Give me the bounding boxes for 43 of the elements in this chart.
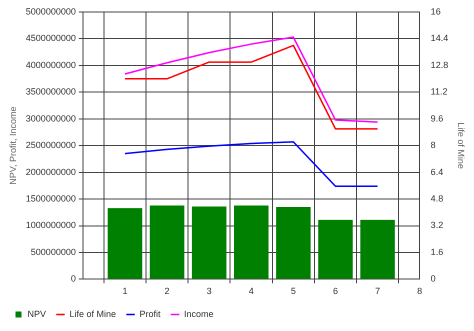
bar xyxy=(318,220,353,279)
y2-tick-label: 12.8 xyxy=(430,60,448,70)
x-tick-label: 3 xyxy=(206,286,212,296)
x-tick-label: 5 xyxy=(290,286,296,296)
y-tick-label: 3000000000 xyxy=(26,113,76,124)
y2-tick-label: 14.4 xyxy=(430,33,448,44)
y-tick-label: 2500000000 xyxy=(26,140,76,150)
y-axis-title: NPV, Profit, Income xyxy=(8,106,18,185)
y2-axis-title: Life of Mine xyxy=(456,122,466,169)
y2-tick-label: 9.6 xyxy=(430,113,444,124)
y2-tick-label: 11.2 xyxy=(430,86,448,97)
bar xyxy=(360,220,395,279)
x-tick-label: 4 xyxy=(248,286,254,296)
y-tick-label: 3500000000 xyxy=(26,86,76,97)
y2-tick-label: 0 xyxy=(430,274,436,284)
y2-tick-label: 6.4 xyxy=(430,166,444,177)
bar xyxy=(108,208,142,279)
bar xyxy=(276,207,311,279)
bar xyxy=(150,205,184,279)
y2-tick-label: 16 xyxy=(430,6,441,16)
legend-label: Income xyxy=(184,308,214,319)
y-tick-label: 4000000000 xyxy=(26,60,76,70)
y-tick-label: 1500000000 xyxy=(26,194,76,204)
y-tick-label: 5000000000 xyxy=(26,6,76,16)
y2-tick-label: 4.8 xyxy=(430,194,444,204)
y2-tick-label: 1.6 xyxy=(430,246,444,257)
y-tick-label: 1000000000 xyxy=(26,220,76,230)
legend-label: Profit xyxy=(140,308,162,319)
x-tick-label: 8 xyxy=(417,286,422,296)
y2-tick-label: 3.2 xyxy=(430,220,444,230)
y-tick-label: 2000000000 xyxy=(26,166,76,177)
x-tick-label: 7 xyxy=(375,286,380,296)
x-tick-label: 1 xyxy=(122,286,128,296)
bar xyxy=(234,205,269,279)
legend-label: NPV xyxy=(28,308,46,319)
y-tick-label: 0 xyxy=(70,274,76,284)
y-tick-label: 500000000 xyxy=(30,246,76,257)
x-tick-label: 6 xyxy=(332,286,338,296)
x-tick-label: 2 xyxy=(164,286,170,296)
y-tick-label: 4500000000 xyxy=(26,33,76,44)
bar xyxy=(192,206,226,279)
y2-tick-label: 8 xyxy=(430,140,436,150)
legend-label: Life of Mine xyxy=(70,308,116,319)
